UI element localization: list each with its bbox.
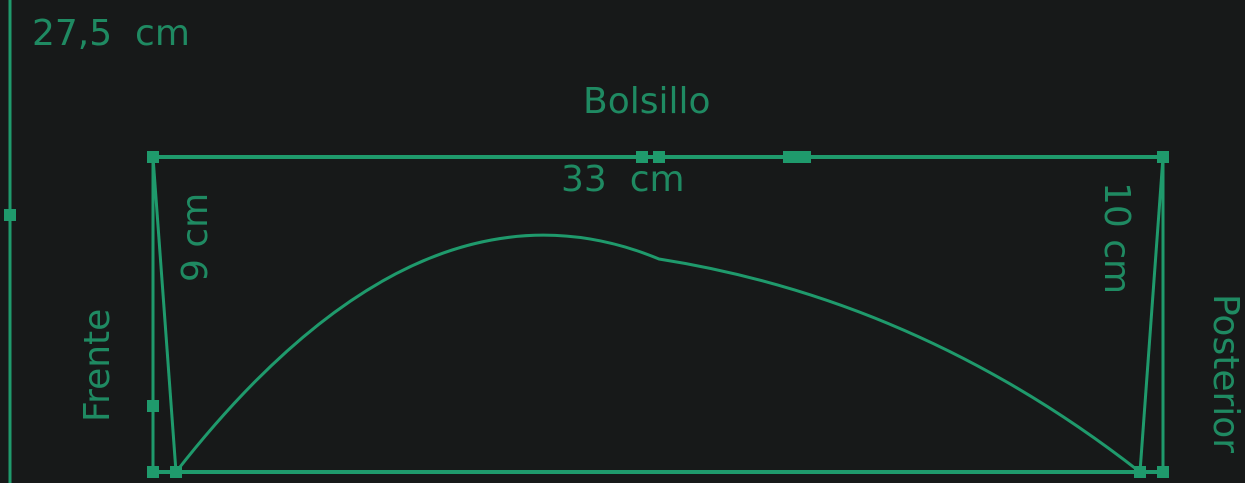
left-guide-handle[interactable]	[4, 209, 16, 221]
left-height-label: 9 cm	[175, 192, 216, 282]
curve-end-handle[interactable]	[1134, 466, 1146, 478]
left-slant-line	[151, 156, 178, 473]
pocket-curve	[174, 233, 1141, 474]
right-height-label: 10 cm	[1096, 182, 1137, 295]
corner-handle-bottom-right[interactable]	[1157, 466, 1169, 478]
corner-handle-top-right[interactable]	[1157, 151, 1169, 163]
corner-handle-bottom-left[interactable]	[147, 466, 159, 478]
right-slant-line	[1138, 156, 1165, 473]
corner-handle-top-left[interactable]	[147, 151, 159, 163]
top-handle-1[interactable]	[636, 151, 648, 163]
curve-start-handle[interactable]	[170, 466, 182, 478]
top-measure-label: 27,5 cm	[32, 13, 190, 54]
piece-name-label: Bolsillo	[583, 81, 711, 122]
top-handle-2[interactable]	[653, 151, 665, 163]
width-measure-label: 33 cm	[561, 159, 685, 200]
left-side-handle[interactable]	[147, 400, 159, 412]
back-label: Posterior	[1205, 294, 1245, 454]
front-label: Frente	[77, 308, 118, 422]
top-handle-3[interactable]	[783, 151, 811, 163]
